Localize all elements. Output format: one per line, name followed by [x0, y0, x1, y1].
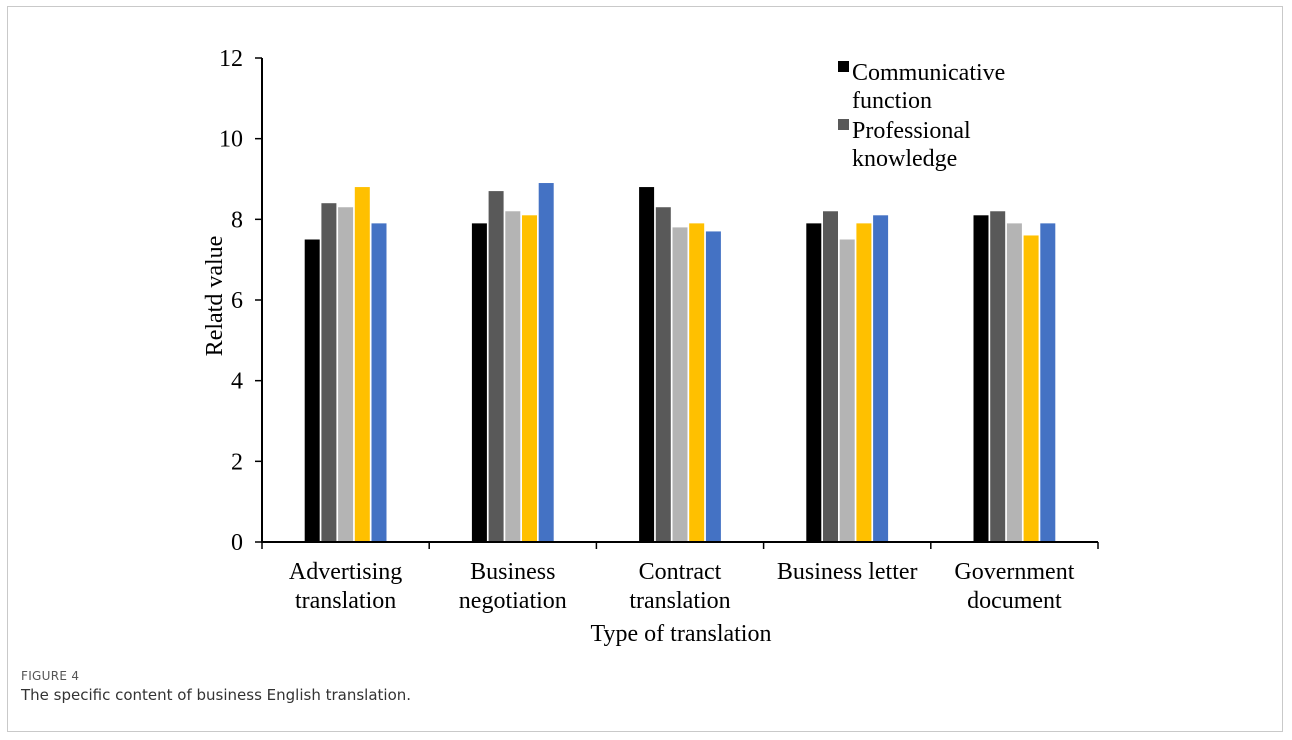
- bar: [973, 215, 989, 543]
- x-tick-label: Contract translation: [629, 559, 730, 614]
- bar: [839, 239, 855, 542]
- bar: [522, 215, 537, 543]
- figure-label: FIGURE 4: [21, 669, 80, 683]
- y-tick-label: 0: [231, 530, 243, 556]
- bar: [1006, 223, 1022, 542]
- y-tick-label: 4: [231, 369, 243, 395]
- bar: [873, 215, 889, 543]
- bar: [705, 231, 721, 542]
- y-tick-label: 2: [231, 449, 243, 475]
- x-tick-label: Business negotiation: [459, 559, 567, 614]
- y-axis-ticks: 0 2 4 6 8 10 12: [219, 46, 262, 556]
- x-tick-label: Business letter: [777, 559, 918, 585]
- x-tick-label: Government document: [954, 559, 1074, 614]
- bar: [354, 187, 370, 543]
- bars: [304, 183, 1056, 543]
- bar: [655, 207, 671, 542]
- bar: [806, 223, 822, 542]
- y-tick-label: 6: [231, 288, 243, 314]
- x-axis-ticks: Advertising translation Business negotiatio…: [261, 542, 1099, 614]
- bar: [488, 191, 504, 542]
- legend-swatch: [838, 119, 849, 130]
- bar: [689, 223, 705, 542]
- bar: [505, 211, 521, 542]
- legend-swatch: [838, 61, 849, 72]
- bar: [538, 183, 554, 543]
- bar: [823, 211, 838, 542]
- y-tick-label: 8: [231, 207, 243, 233]
- bar: [321, 203, 337, 542]
- x-tick-label: Advertising translation: [289, 559, 402, 614]
- bar: [672, 227, 688, 542]
- bar: [990, 211, 1006, 542]
- bar: [304, 239, 320, 542]
- bar: [1040, 223, 1056, 542]
- bar: [856, 223, 872, 542]
- y-axis-label: Relatd value: [202, 236, 228, 357]
- legend-entry: Communicative function: [852, 60, 1005, 114]
- bar: [371, 223, 387, 542]
- y-tick-label: 10: [219, 127, 243, 153]
- x-axis-label: Type of translation: [591, 621, 772, 647]
- y-tick-label: 12: [219, 46, 243, 72]
- bar: [639, 187, 655, 543]
- legend-entry: Professional knowledge: [852, 118, 971, 172]
- bar: [471, 223, 487, 542]
- bar: [1023, 235, 1039, 542]
- figure-caption: The specific content of business English…: [21, 686, 412, 704]
- bar: [338, 207, 354, 542]
